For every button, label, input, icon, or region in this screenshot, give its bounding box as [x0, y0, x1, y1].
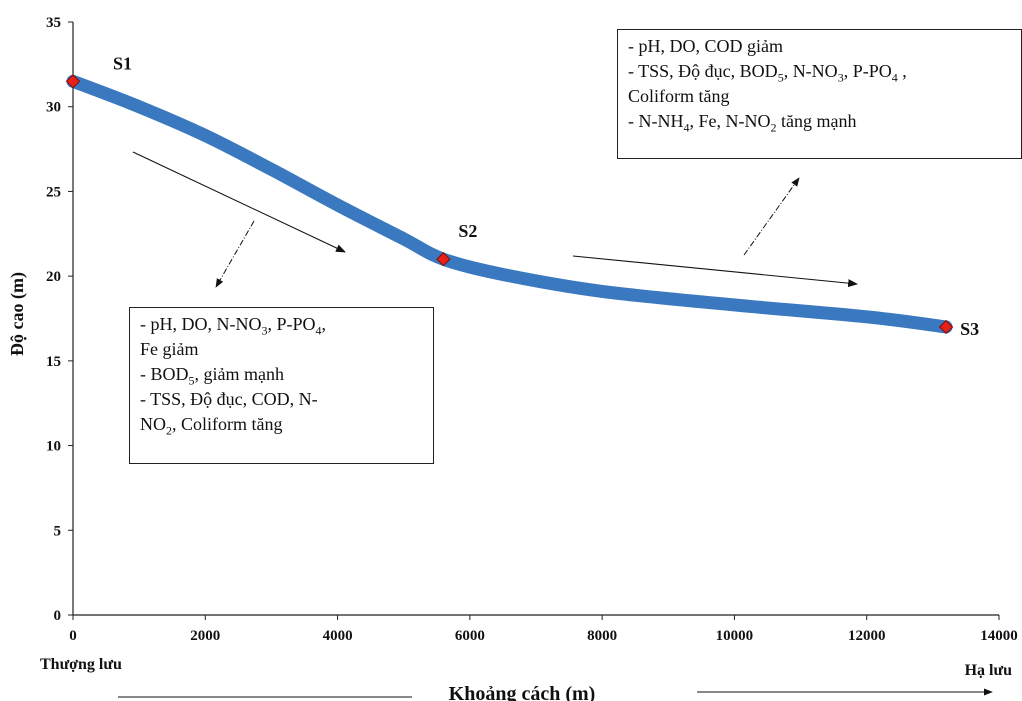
y-tick-label: 10	[46, 439, 61, 455]
y-tick-label: 15	[46, 354, 61, 370]
annotation-top-line-2: - TSS, Độ đục, BOD5, N-NO3, P-PO4 ,	[628, 61, 907, 85]
y-tick-label: 30	[46, 100, 61, 116]
arrows	[118, 151, 993, 698]
pointer-arrow-lower	[215, 220, 255, 288]
annotation-top-line-3: Coliform tăng	[628, 86, 730, 106]
x-tick-label: 14000	[980, 628, 1018, 644]
x-tick-label: 0	[69, 628, 77, 644]
point-marker-s2	[436, 251, 451, 267]
point-label-s1: S1	[113, 53, 132, 73]
y-tick-label: 0	[54, 608, 62, 624]
annotation-top-line-4: - N-NH4, Fe, N-NO2 tăng mạnh	[628, 111, 857, 135]
annotation-bottom-line-3: - BOD5, giảm mạnh	[140, 364, 284, 388]
annotation-top-line-1: - pH, DO, COD giảm	[628, 36, 783, 56]
x-tick-label: 4000	[323, 628, 353, 644]
x-tick-label: 10000	[716, 628, 754, 644]
y-tick-label: 25	[46, 184, 61, 200]
points-layer: S1 S2 S3	[65, 53, 979, 339]
annotation-box-top: - pH, DO, COD giảm - TSS, Độ đục, BOD5, …	[617, 29, 1022, 159]
axes: 0 2000 4000 6000 8000 10000 12000 14000 0 5 10 15 20…	[46, 15, 1018, 644]
x-axis-title: Khoảng cách (m)	[449, 683, 596, 701]
x-tick-label: 8000	[587, 628, 617, 644]
y-axis-title: Độ cao (m)	[7, 272, 28, 356]
point-marker-s3	[938, 319, 954, 335]
annotation-bottom-line-2: Fe giảm	[140, 339, 199, 359]
pointer-arrow-upper	[743, 177, 800, 256]
trend-arrow-1	[132, 151, 346, 253]
annotation-bottom-line-1: - pH, DO, N-NO3, P-PO4,	[140, 314, 326, 338]
y-tick-label: 35	[46, 15, 61, 31]
x-tick-label: 6000	[455, 628, 485, 644]
downstream-label: Hạ lưu	[965, 662, 1012, 679]
annotation-bottom-line-4: - TSS, Độ đục, COD, N-	[140, 389, 318, 409]
y-tick-label: 20	[46, 269, 61, 285]
point-label-s3: S3	[960, 319, 979, 339]
annotation-box-bottom: - pH, DO, N-NO3, P-PO4, Fe giảm - BOD5, …	[129, 307, 434, 464]
point-label-s2: S2	[458, 221, 477, 241]
trend-arrow-2	[572, 255, 858, 288]
y-tick-label: 5	[54, 523, 62, 539]
point-marker-s1	[65, 74, 81, 89]
x-tick-label: 12000	[848, 628, 886, 644]
annotation-bottom-line-5: NO2, Coliform tăng	[140, 414, 283, 438]
x-tick-label: 2000	[190, 628, 220, 644]
upstream-label: Thượng lưu	[40, 656, 122, 673]
